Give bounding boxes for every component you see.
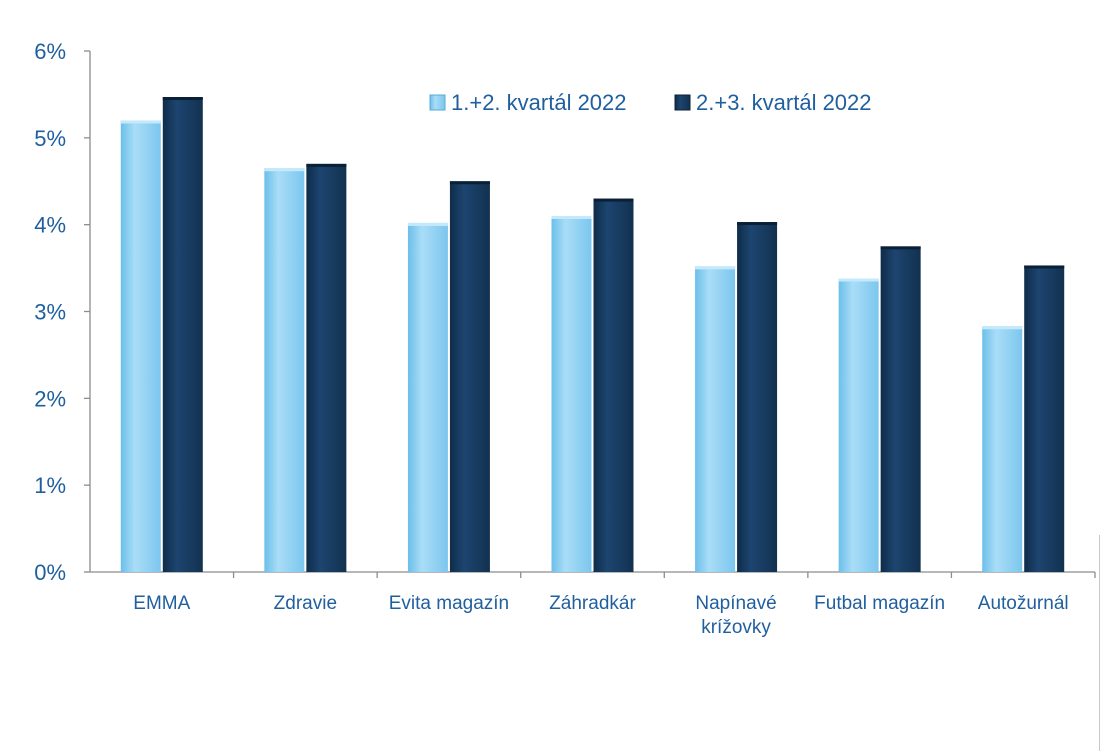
legend-swatch-1: [429, 94, 446, 111]
bar-series-2-5: [880, 246, 921, 572]
y-tick-label: 5%: [34, 126, 66, 151]
legend: 1.+2. kvartál 2022 2.+3. kvartál 2022: [429, 90, 872, 115]
bar-series-1-0: [120, 120, 161, 572]
bar-series-2-1: [306, 163, 347, 572]
divider-line: [1099, 535, 1100, 751]
bar-top-edge: [449, 181, 490, 185]
bar-top-edge: [737, 222, 778, 226]
bar-series-1-2: [407, 222, 448, 572]
legend-label-1: 1.+2. kvartál 2022: [451, 90, 627, 115]
bar-top-edge: [982, 326, 1023, 330]
y-tick-label: 2%: [34, 386, 66, 411]
bar-top-edge: [306, 163, 347, 167]
x-tick-label: Autožurnál: [978, 593, 1069, 614]
y-tick-label: 3%: [34, 300, 66, 325]
x-tick-label: Futbal magazín: [814, 593, 945, 614]
bar-series-2-3: [593, 198, 634, 572]
y-tick-label: 6%: [34, 39, 66, 64]
x-tick-label: Zdravie: [274, 593, 337, 614]
bar-series-1-4: [695, 266, 736, 572]
bar-top-edge: [880, 246, 921, 250]
bar-top-edge: [407, 222, 448, 226]
y-tick-label: 0%: [34, 560, 66, 585]
bar-series-2-6: [1024, 265, 1065, 572]
bar-series-1-3: [551, 215, 592, 572]
legend-swatch-2: [674, 94, 691, 111]
bar-series-1-6: [982, 326, 1023, 572]
bar-top-edge: [695, 266, 736, 270]
x-tick-label: EMMA: [133, 593, 190, 614]
bar-top-edge: [162, 97, 203, 101]
y-tick-label: 4%: [34, 213, 66, 238]
legend-label-2: 2.+3. kvartál 2022: [696, 90, 872, 115]
bar-top-edge: [120, 120, 161, 124]
bar-series-1-5: [838, 278, 879, 572]
bar-series-2-0: [162, 97, 203, 572]
bars: [120, 97, 1065, 573]
axes: 0% 1% 2% 3% 4% 5% 6%: [34, 39, 1096, 585]
bar-top-edge: [1024, 265, 1065, 269]
bar-series-2-4: [737, 222, 778, 573]
category-labels: EMMA Zdravie Evita magazín Záhradkár Napínav…: [133, 593, 1068, 638]
x-tick-label: Napínavé krížovky: [695, 593, 776, 638]
x-tick-label: Evita magazín: [389, 593, 509, 614]
bar-top-edge: [593, 198, 634, 202]
bar-top-edge: [551, 215, 592, 219]
bar-top-edge: [838, 278, 879, 282]
bar-series-2-2: [449, 181, 490, 572]
x-tick-label: Záhradkár: [549, 593, 636, 614]
bar-top-edge: [264, 168, 305, 172]
y-tick-label: 1%: [34, 473, 66, 498]
bar-series-1-1: [264, 168, 305, 572]
